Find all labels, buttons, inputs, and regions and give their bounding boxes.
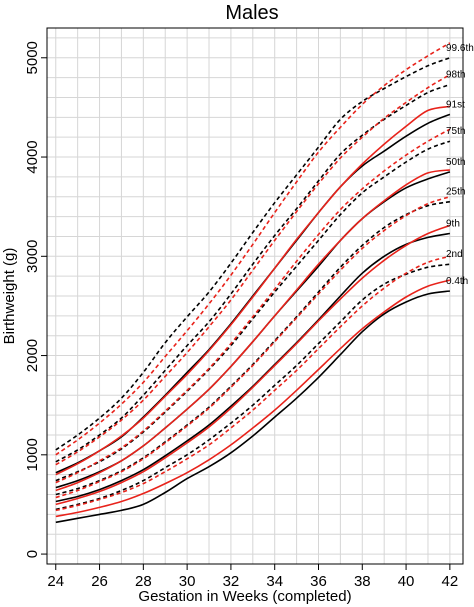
x-tick-label: 42 xyxy=(442,573,459,590)
red-percentile-curve xyxy=(55,42,451,456)
y-axis-label: Birthweight (g) xyxy=(1,248,18,345)
percentile-label: 9th xyxy=(446,218,460,229)
percentile-label: 50th xyxy=(446,157,465,168)
x-tick-label: 26 xyxy=(91,573,108,590)
x-tick-label: 34 xyxy=(266,573,283,590)
black-percentile-curve-98th xyxy=(55,83,451,463)
x-tick-label: 38 xyxy=(354,573,371,590)
x-tick-label: 36 xyxy=(310,573,327,590)
percentile-label: 98th xyxy=(446,70,465,81)
black-percentile-curve-99-6th xyxy=(55,57,451,451)
percentile-label: 91st xyxy=(446,99,465,110)
x-tick-label: 30 xyxy=(179,573,196,590)
chart-title: Males xyxy=(225,2,278,24)
plot-frame xyxy=(46,27,464,565)
black-percentile-curve-2nd xyxy=(55,263,451,511)
percentile-label: 2nd xyxy=(446,249,463,260)
y-tick-label: 4000 xyxy=(24,140,41,173)
red-percentile-curve xyxy=(55,128,451,484)
red-percentile-curve xyxy=(55,105,451,476)
y-axis: 0 1000 2000 3000 4000 5000 xyxy=(24,41,47,558)
y-tick-label: 0 xyxy=(24,550,41,558)
percentile-label: 0.4th xyxy=(446,276,468,287)
x-tick-label: 40 xyxy=(398,573,415,590)
percentile-label: 25th xyxy=(446,187,465,198)
percentile-label: 75th xyxy=(446,126,465,137)
y-tick-label: 3000 xyxy=(24,240,41,273)
red-percentile-curve xyxy=(55,74,451,466)
x-tick-label: 24 xyxy=(47,573,64,590)
series-layer xyxy=(55,42,451,524)
x-axis-label: Gestation in Weeks (completed) xyxy=(138,588,351,605)
red-percentile-curve xyxy=(55,169,451,492)
x-tick-label: 32 xyxy=(223,573,240,590)
red-percentile-curve xyxy=(55,279,451,518)
x-axis: 24 26 28 30 32 34 36 38 40 42 xyxy=(47,564,458,590)
percentile-labels: 99.6th 98th 91st 75th 50th 25th 9th 2nd 0.4th xyxy=(446,43,474,287)
percentile-label: 99.6th xyxy=(446,43,474,54)
y-tick-label: 5000 xyxy=(24,41,41,74)
black-percentile-curve-75th xyxy=(55,140,451,482)
red-percentile-curve xyxy=(55,195,451,499)
x-tick-label: 28 xyxy=(135,573,152,590)
black-percentile-curve-0-4th xyxy=(55,290,451,524)
red-percentile-curve xyxy=(55,224,451,506)
y-tick-label: 2000 xyxy=(24,339,41,372)
y-tick-label: 1000 xyxy=(24,438,41,471)
